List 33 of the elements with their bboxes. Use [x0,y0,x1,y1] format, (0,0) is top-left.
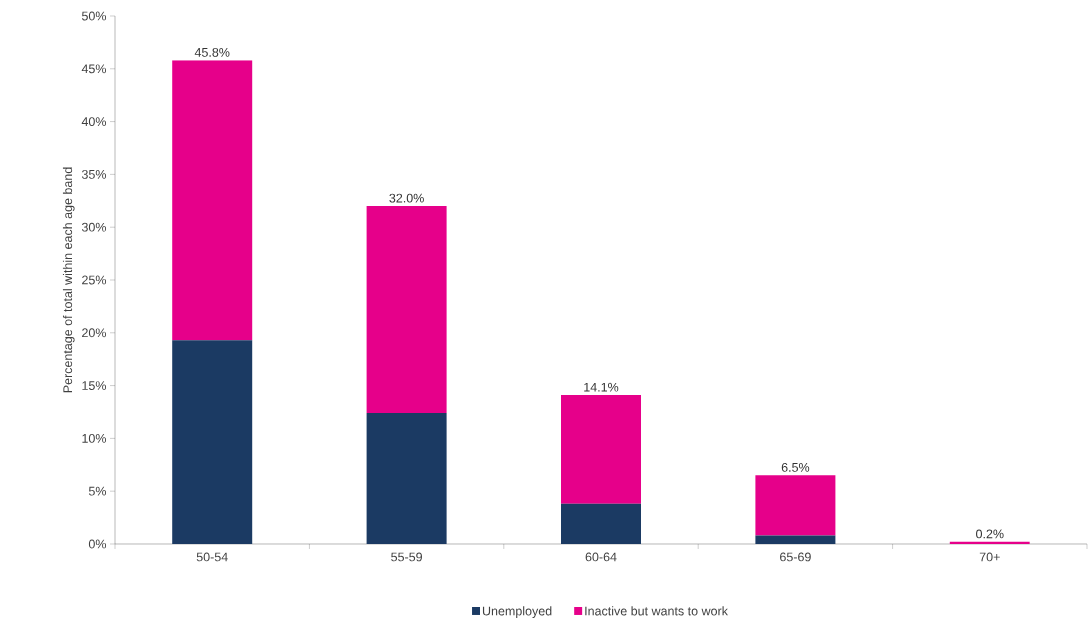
x-tick-label: 70+ [979,552,1000,562]
y-tick-label: 5% [88,486,107,496]
y-tick-label: 50% [81,11,107,21]
bar [172,60,253,341]
x-tick-label: 60-64 [585,552,617,562]
legend-label: Inactive but wants to work [585,606,728,616]
bar [755,535,836,544]
bar [755,475,836,536]
y-axis-title: Percentage of total within each age band [62,167,75,393]
y-tick-label: 20% [82,328,107,338]
x-tick-label: 65-69 [780,552,811,562]
y-tick-label: 40% [81,117,107,127]
y-tick-label: 25% [82,275,107,285]
y-tick-label: 35% [81,169,107,179]
bar [949,541,1030,544]
y-tick-label: 10% [82,433,107,443]
legend-label: Unemployed [482,606,552,618]
y-tick-label: 15% [82,381,107,390]
total-label: 32.0% [389,193,424,203]
bar [172,340,253,544]
x-tick-label: 55-59 [391,552,422,562]
y-tick-label: 0% [88,539,107,549]
y-tick-label: 45% [81,64,107,74]
total-label: 14.1% [584,382,619,392]
total-label: 45.8% [194,47,230,57]
x-tick-label: 50-54 [196,552,228,562]
bar [366,413,447,544]
total-label: 0.2% [976,529,1004,539]
bar [366,206,447,414]
bar [561,395,641,504]
y-tick-label: 30% [81,222,107,232]
total-label: 6.5% [781,462,810,472]
bar [561,503,641,544]
